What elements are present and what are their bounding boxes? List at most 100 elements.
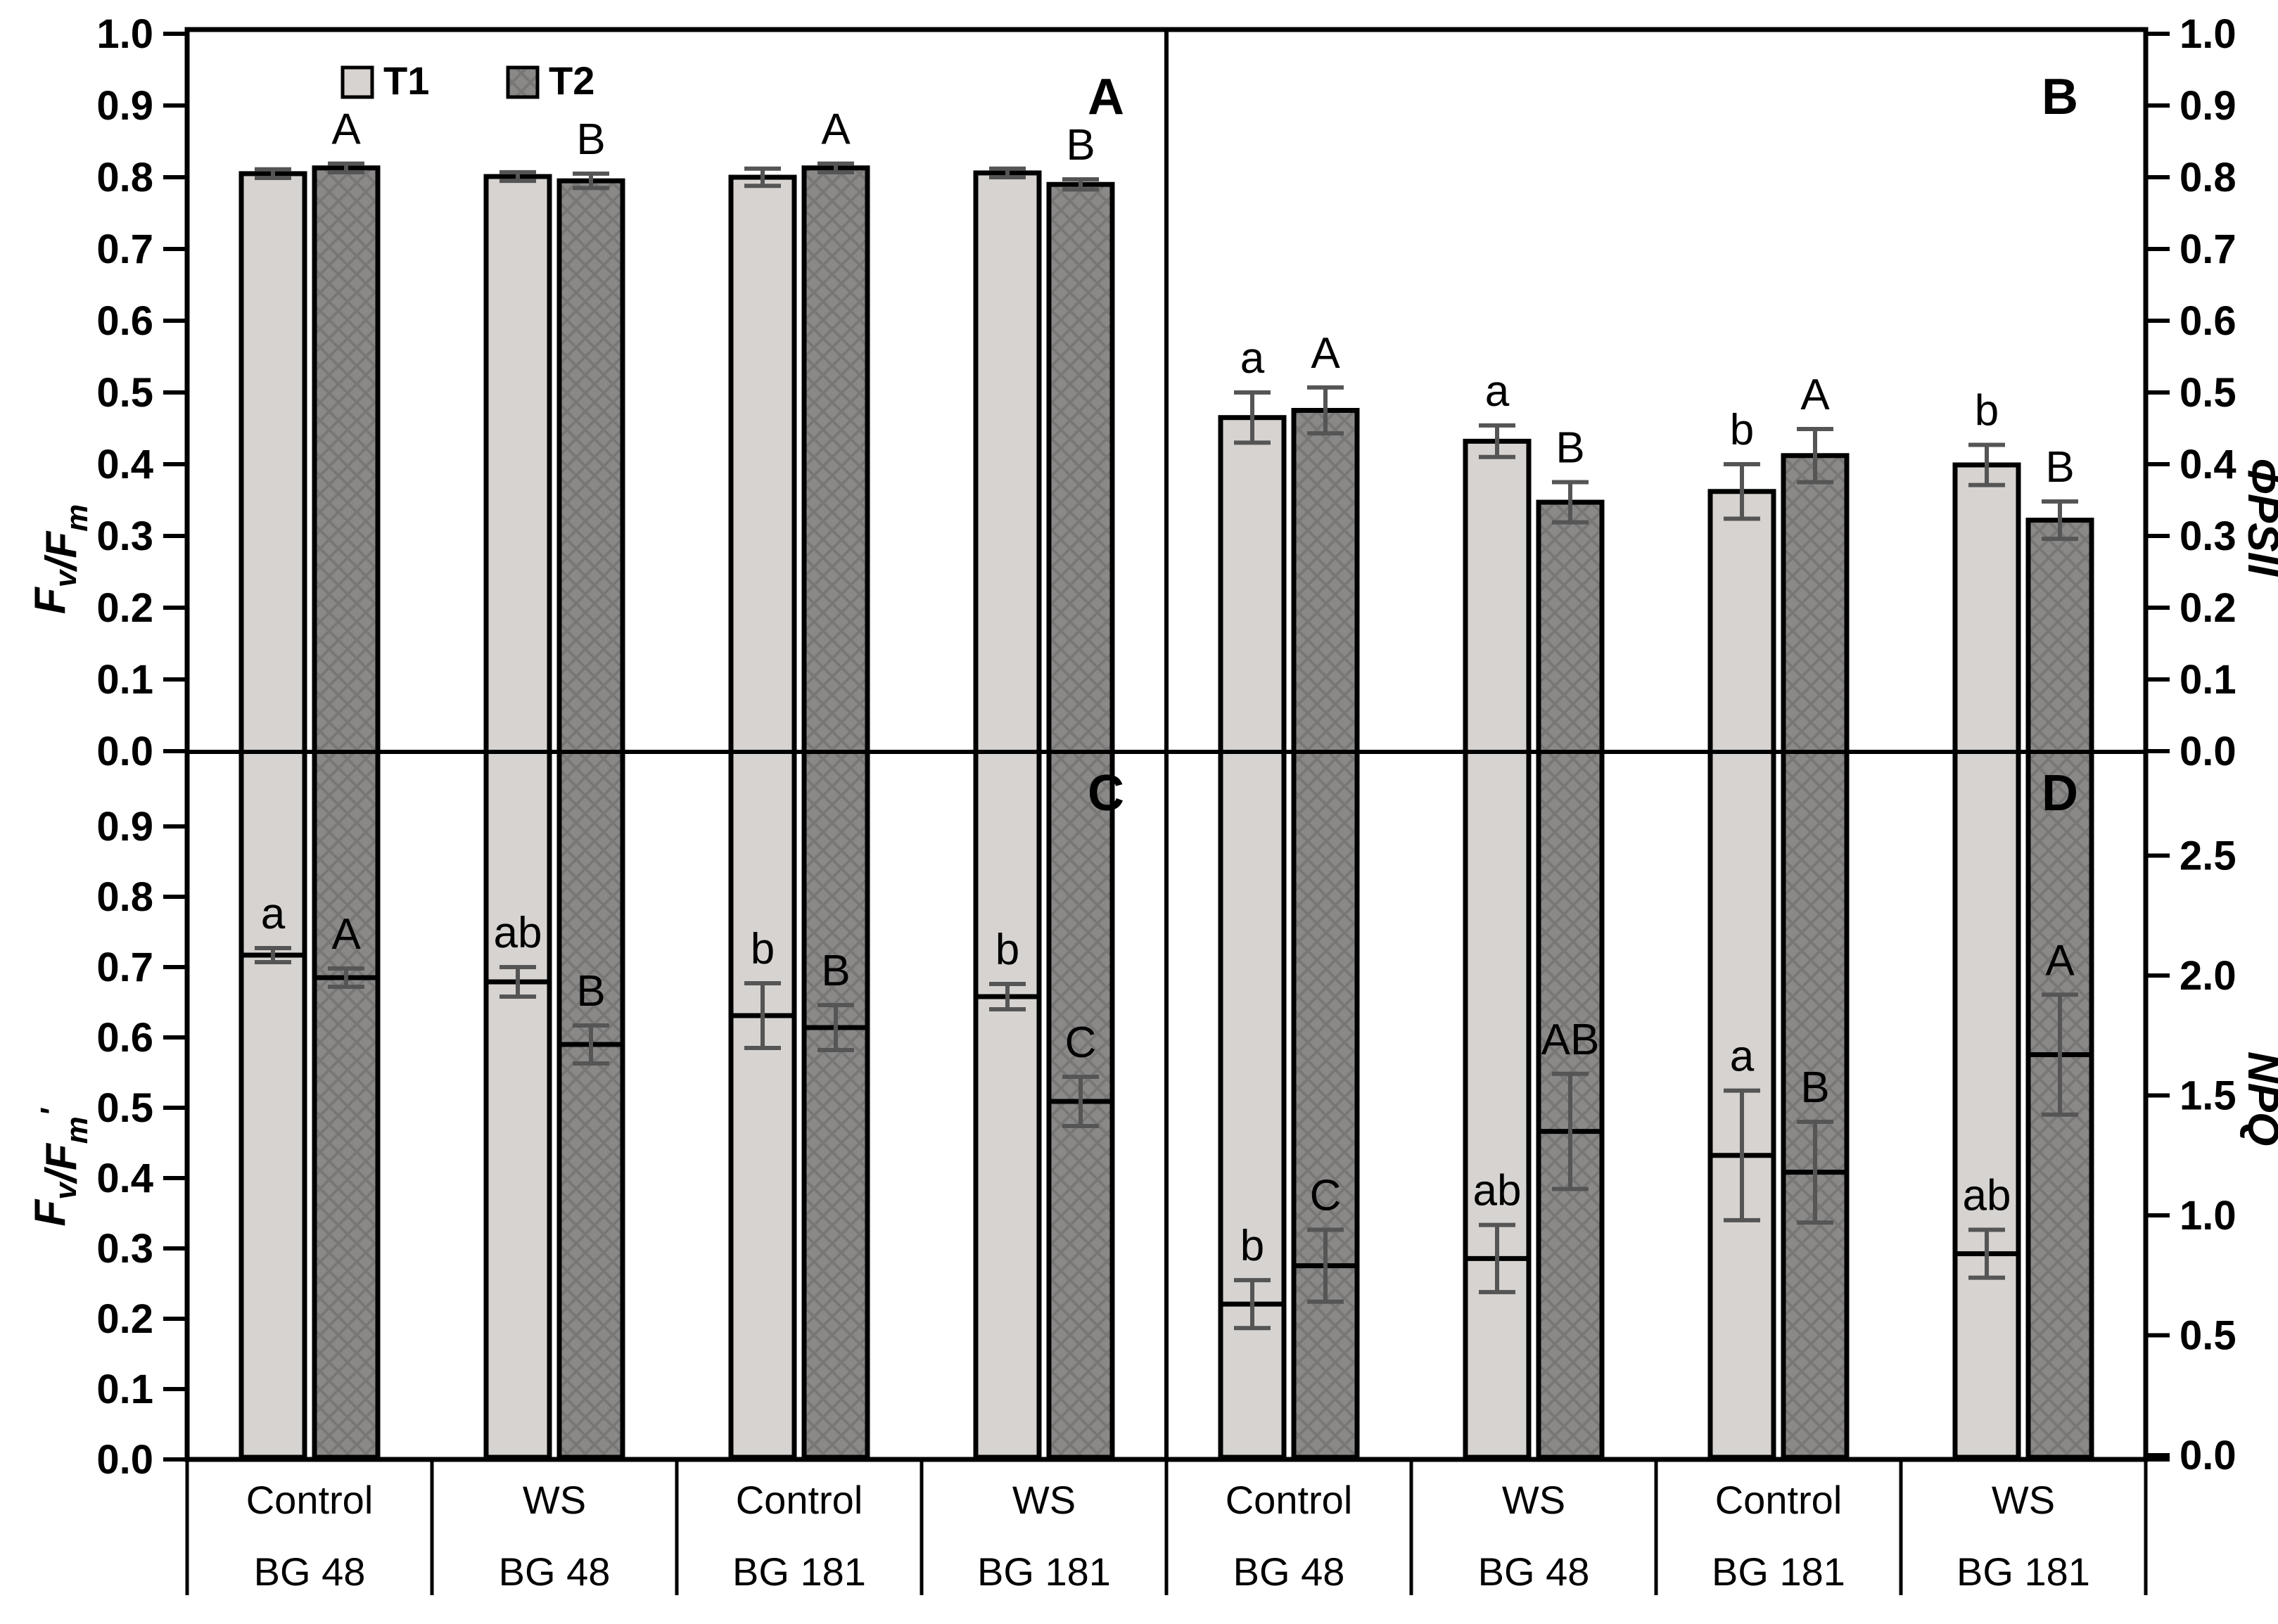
significance-letter: a [1240, 334, 1265, 383]
y-tick-label-right: 0.5 [2180, 370, 2236, 416]
y-tick-label-left: 0.4 [96, 1156, 153, 1201]
significance-letter: B [1555, 424, 1584, 473]
y-tick-label-left: 0.7 [96, 945, 153, 990]
significance-letter: b [1975, 386, 1999, 435]
y-axis-title-fvfm: Fv/Fm [26, 504, 94, 615]
significance-letter: A [821, 106, 851, 154]
significance-letter: B [1800, 1063, 1829, 1112]
y-tick-label-right: 1.0 [2180, 11, 2236, 57]
y-tick-label-left: 0.6 [96, 1015, 153, 1061]
x-label-treatment: WS [523, 1478, 586, 1522]
legend-swatch-t1 [341, 65, 374, 99]
x-label-genotype: BG 48 [1233, 1549, 1345, 1594]
significance-letter: A [331, 106, 361, 154]
significance-letter: AB [1541, 1016, 1600, 1064]
panel-C-group-1-bar-T1 [238, 952, 307, 1460]
y-tick-label-left: 0.2 [96, 585, 153, 631]
y-axis-title-npq: NPQ [2239, 1051, 2278, 1146]
y-tick-label-left: 0.0 [96, 729, 153, 774]
panel-C-group-4-bar-T1 [973, 994, 1042, 1460]
x-label-genotype: BG 181 [1956, 1549, 2090, 1594]
significance-letter: B [821, 947, 850, 995]
y-tick-label-left: 0.2 [96, 1296, 153, 1342]
x-label-treatment: WS [1992, 1478, 2055, 1522]
significance-letter: b [1730, 406, 1754, 454]
significance-letter: B [2045, 443, 2074, 492]
y-tick-label-right: 0.8 [2180, 155, 2236, 200]
significance-letter: a [1730, 1032, 1755, 1081]
panel-C-group-4-bar-T2 [1046, 1099, 1115, 1460]
significance-letter: B [576, 967, 605, 1016]
legend-label-t1: T1 [383, 58, 429, 103]
y-tick-label-right: 1.0 [2180, 1193, 2236, 1239]
y-tick-label-left: 0.7 [96, 226, 153, 272]
y-tick-label-right: 0.6 [2180, 298, 2236, 344]
y-tick-label-left: 0.9 [96, 83, 153, 129]
y-tick-label-left: 0.4 [96, 442, 153, 487]
significance-letter: A [331, 910, 361, 959]
significance-letter: ab [1963, 1171, 2011, 1220]
panel-C-group-3-bar-T1 [728, 1013, 797, 1460]
significance-letter: ab [494, 909, 542, 957]
y-tick-label-right: 2.5 [2180, 833, 2236, 879]
panel-label-C: C [1088, 765, 1124, 821]
panel-C-group-1-bar-T2 [312, 975, 381, 1460]
panel-label-B: B [2042, 69, 2078, 125]
y-tick-label-right: 0.5 [2180, 1313, 2236, 1359]
y-tick-label-right: 0.1 [2180, 657, 2236, 703]
legend-label-t2: T2 [549, 58, 594, 103]
significance-letter: C [1310, 1171, 1342, 1220]
significance-letter: A [1311, 329, 1340, 378]
significance-letter: B [1066, 121, 1095, 170]
y-tick-label-left: 0.3 [96, 513, 153, 559]
y-tick-label-left: 0.6 [96, 298, 153, 344]
significance-letter: a [1485, 367, 1510, 416]
significance-letter: ab [1473, 1167, 1522, 1215]
y-tick-label-left: 0.3 [96, 1226, 153, 1272]
x-label-genotype: BG 181 [1712, 1549, 1845, 1594]
legend-swatch-t2 [506, 65, 540, 99]
y-tick-label-right: 0.0 [2180, 1433, 2236, 1478]
panel-label-D: D [2042, 765, 2078, 821]
y-tick-label-left: 1.0 [96, 11, 153, 57]
y-tick-label-right: 0.4 [2180, 442, 2236, 487]
panel-C-group-2-bar-T2 [556, 1042, 625, 1460]
y-tick-label-left: 0.1 [96, 1367, 153, 1412]
panel-C-group-2-bar-T1 [483, 979, 552, 1460]
y-tick-label-left: 0.9 [96, 804, 153, 850]
x-label-treatment: WS [1012, 1478, 1076, 1522]
y-tick-label-left: 0.8 [96, 155, 153, 200]
significance-letter: b [751, 925, 775, 973]
y-tick-label-left: 0.8 [96, 874, 153, 920]
significance-letter: b [995, 926, 1019, 974]
x-label-treatment: Control [736, 1478, 863, 1522]
significance-letter: C [1065, 1018, 1097, 1067]
y-tick-label-right: 0.3 [2180, 513, 2236, 559]
panel-C-group-3-bar-T2 [801, 1025, 870, 1460]
x-label-genotype: BG 181 [977, 1549, 1111, 1594]
panel-label-A: A [1088, 69, 1124, 125]
significance-letter: B [576, 115, 605, 164]
x-label-genotype: BG 48 [1478, 1549, 1590, 1594]
x-label-genotype: BG 48 [254, 1549, 366, 1594]
y-tick-label-right: 0.2 [2180, 585, 2236, 631]
panel-D-group-4-bar-T1 [1952, 1251, 2021, 1460]
y-tick-label-right: 2.0 [2180, 953, 2236, 999]
significance-letter: A [2045, 936, 2075, 985]
significance-letter: a [261, 890, 286, 938]
y-tick-label-right: 0.7 [2180, 226, 2236, 272]
y-tick-label-right: 0.9 [2180, 83, 2236, 129]
y-axis-title-phipsii: ΦPSII [2239, 458, 2278, 577]
x-label-genotype: BG 181 [732, 1549, 866, 1594]
y-tick-label-left: 0.0 [96, 1437, 153, 1483]
x-label-treatment: WS [1502, 1478, 1565, 1522]
y-tick-label-right: 1.5 [2180, 1073, 2236, 1119]
y-tick-label-left: 0.5 [96, 370, 153, 416]
x-label-treatment: Control [246, 1478, 374, 1522]
significance-letter: b [1240, 1222, 1264, 1270]
significance-letter: A [1800, 371, 1830, 419]
y-tick-label-left: 0.1 [96, 657, 153, 703]
y-tick-label-left: 0.5 [96, 1085, 153, 1131]
